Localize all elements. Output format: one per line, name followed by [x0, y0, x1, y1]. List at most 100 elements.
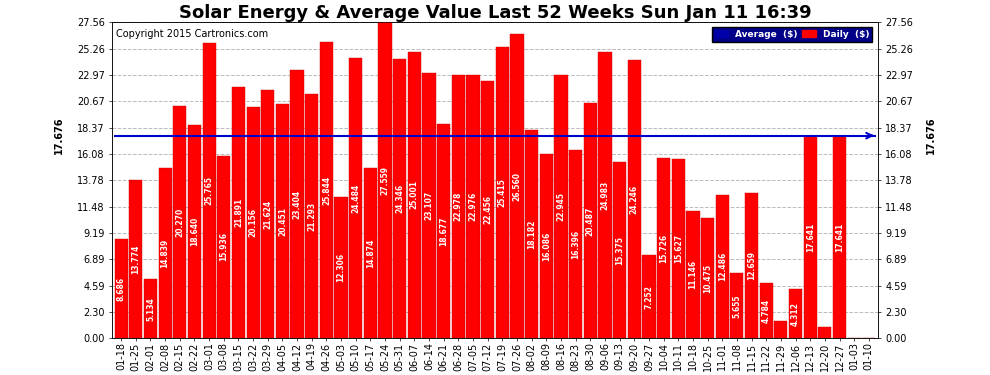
- Bar: [203, 43, 216, 338]
- Bar: [378, 22, 392, 338]
- Text: 14.839: 14.839: [160, 238, 169, 268]
- Text: 5.655: 5.655: [733, 294, 742, 318]
- Text: 15.375: 15.375: [615, 236, 624, 265]
- Text: 12.486: 12.486: [718, 252, 727, 281]
- Bar: [276, 104, 289, 338]
- Text: 14.874: 14.874: [366, 238, 375, 268]
- Text: 18.182: 18.182: [527, 219, 537, 249]
- Bar: [643, 255, 655, 338]
- Text: 12.306: 12.306: [337, 253, 346, 282]
- Bar: [481, 81, 494, 338]
- Bar: [540, 154, 552, 338]
- Text: 4.312: 4.312: [791, 302, 800, 326]
- Bar: [613, 162, 627, 338]
- Text: 25.765: 25.765: [205, 176, 214, 205]
- Bar: [305, 94, 319, 338]
- Bar: [819, 327, 832, 338]
- Bar: [731, 273, 743, 338]
- Bar: [232, 87, 246, 338]
- Text: 17.641: 17.641: [835, 222, 844, 252]
- Text: 22.945: 22.945: [556, 192, 565, 221]
- Text: 25.001: 25.001: [410, 180, 419, 210]
- Bar: [759, 284, 773, 338]
- Text: 16.396: 16.396: [571, 230, 580, 259]
- Text: 13.774: 13.774: [132, 244, 141, 274]
- Bar: [261, 90, 274, 338]
- Bar: [804, 136, 817, 338]
- Bar: [833, 136, 846, 338]
- Text: 17.676: 17.676: [927, 117, 937, 154]
- Text: 18.640: 18.640: [190, 217, 199, 246]
- Bar: [569, 150, 582, 338]
- Bar: [628, 60, 641, 338]
- Text: 26.560: 26.560: [513, 171, 522, 201]
- Bar: [554, 75, 567, 338]
- Text: Copyright 2015 Cartronics.com: Copyright 2015 Cartronics.com: [116, 28, 268, 39]
- Bar: [217, 156, 231, 338]
- Bar: [393, 59, 406, 338]
- Bar: [466, 75, 479, 338]
- Bar: [584, 104, 597, 338]
- Bar: [173, 106, 186, 338]
- Text: 24.246: 24.246: [630, 185, 639, 214]
- Bar: [290, 70, 304, 338]
- Bar: [158, 168, 171, 338]
- Bar: [511, 34, 524, 338]
- Bar: [144, 279, 157, 338]
- Text: 21.293: 21.293: [307, 202, 316, 231]
- Text: 25.844: 25.844: [322, 176, 331, 205]
- Bar: [247, 107, 259, 338]
- Bar: [496, 47, 509, 338]
- Text: 24.346: 24.346: [395, 184, 404, 213]
- Text: 8.686: 8.686: [117, 276, 126, 301]
- Text: 22.456: 22.456: [483, 195, 492, 224]
- Bar: [451, 75, 465, 338]
- Text: 27.559: 27.559: [380, 166, 389, 195]
- Text: 20.451: 20.451: [278, 207, 287, 236]
- Bar: [320, 42, 333, 338]
- Text: 22.978: 22.978: [453, 192, 463, 221]
- Bar: [744, 193, 758, 338]
- Text: 21.891: 21.891: [234, 198, 243, 227]
- Text: 18.677: 18.677: [440, 216, 448, 246]
- Text: 20.487: 20.487: [586, 206, 595, 236]
- Bar: [598, 52, 612, 338]
- Text: 15.726: 15.726: [659, 234, 668, 263]
- Text: 5.134: 5.134: [146, 297, 155, 321]
- Title: Solar Energy & Average Value Last 52 Weeks Sun Jan 11 16:39: Solar Energy & Average Value Last 52 Wee…: [178, 4, 812, 22]
- Bar: [671, 159, 685, 338]
- Text: 4.784: 4.784: [761, 299, 770, 323]
- Text: 16.086: 16.086: [542, 231, 550, 261]
- Bar: [438, 124, 450, 338]
- Text: 21.624: 21.624: [263, 200, 272, 229]
- Text: 20.156: 20.156: [248, 208, 257, 237]
- Bar: [423, 74, 436, 338]
- Text: 17.676: 17.676: [53, 117, 63, 154]
- Text: 25.415: 25.415: [498, 178, 507, 207]
- Text: 22.976: 22.976: [468, 192, 477, 221]
- Text: 15.627: 15.627: [674, 234, 683, 263]
- Text: 23.404: 23.404: [293, 190, 302, 219]
- Bar: [774, 321, 787, 338]
- Text: 20.270: 20.270: [175, 207, 184, 237]
- Bar: [408, 52, 421, 338]
- Bar: [701, 218, 714, 338]
- Text: 24.983: 24.983: [601, 180, 610, 210]
- Text: 15.936: 15.936: [220, 232, 229, 261]
- Bar: [130, 180, 143, 338]
- Text: 23.107: 23.107: [425, 191, 434, 220]
- Bar: [789, 289, 802, 338]
- Bar: [335, 197, 347, 338]
- Bar: [525, 130, 539, 338]
- Text: 12.659: 12.659: [747, 251, 756, 280]
- Bar: [115, 239, 128, 338]
- Bar: [349, 58, 362, 338]
- Bar: [657, 158, 670, 338]
- Bar: [188, 124, 201, 338]
- Text: 24.484: 24.484: [351, 183, 360, 213]
- Legend: Average  ($), Daily  ($): Average ($), Daily ($): [712, 27, 872, 42]
- Bar: [363, 168, 377, 338]
- Bar: [686, 210, 700, 338]
- Text: 11.146: 11.146: [688, 260, 697, 289]
- Text: 17.641: 17.641: [806, 222, 815, 252]
